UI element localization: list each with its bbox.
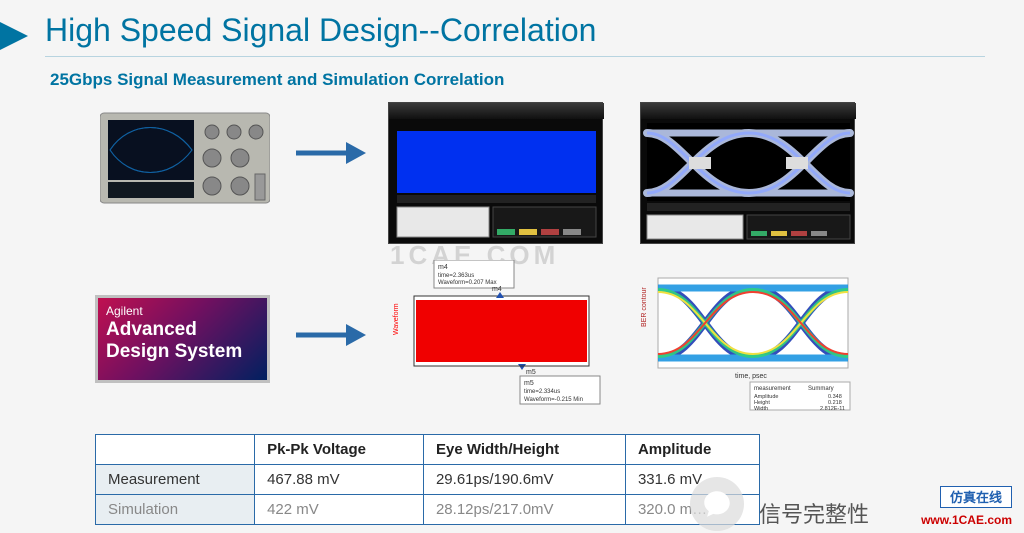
table-rowlabel: Simulation <box>96 495 255 525</box>
correlation-table: Pk-Pk Voltage Eye Width/Height Amplitude… <box>95 434 760 525</box>
table-cell: 422 mV <box>255 495 424 525</box>
svg-text:2.812E-11: 2.812E-11 <box>820 406 845 412</box>
table-rowlabel: Measurement <box>96 465 255 495</box>
chat-icon <box>690 477 744 531</box>
svg-text:m5: m5 <box>524 380 534 387</box>
title-underline <box>45 56 985 57</box>
svg-text:Waveform=0.207 Max: Waveform=0.207 Max <box>438 280 497 286</box>
table-row: Simulation 422 mV 28.12ps/217.0mV 320.0 … <box>96 495 760 525</box>
svg-text:time=2.334us: time=2.334us <box>524 389 560 395</box>
table-head-empty <box>96 435 255 465</box>
slide-title: High Speed Signal Design--Correlation <box>45 12 596 49</box>
arrow-icon <box>296 140 366 166</box>
svg-text:Waveform=-0.215 Min: Waveform=-0.215 Min <box>524 397 583 403</box>
oscilloscope-figure <box>100 108 270 208</box>
ads-title-line2: Design System <box>106 342 259 362</box>
svg-text:Width: Width <box>754 406 768 412</box>
table-cell: 28.12ps/217.0mV <box>423 495 625 525</box>
svg-text:Summary: Summary <box>808 386 834 392</box>
footer-cn-text: 信号完整性 <box>759 497 869 529</box>
waveform-capture-figure <box>388 102 603 244</box>
svg-text:Waveform: Waveform <box>393 303 400 335</box>
eye-diagram-capture-figure <box>640 102 855 244</box>
m4-label: m4 <box>438 264 448 271</box>
table-head-eyewh: Eye Width/Height <box>423 435 625 465</box>
arrow-icon <box>296 322 366 348</box>
footer-badge: 仿真在线 <box>940 486 1012 508</box>
svg-text:time=2.363us: time=2.363us <box>438 273 474 279</box>
svg-text:m4: m4 <box>492 286 502 293</box>
ads-title-line1: Advanced <box>106 320 259 340</box>
table-head-amp: Amplitude <box>625 435 759 465</box>
svg-text:measurement: measurement <box>754 386 791 392</box>
table-row: Measurement 467.88 mV 29.61ps/190.6mV 33… <box>96 465 760 495</box>
table-header-row: Pk-Pk Voltage Eye Width/Height Amplitude <box>96 435 760 465</box>
ads-logo-box: Agilent Advanced Design System <box>95 295 270 383</box>
footer-url: www.1CAE.com <box>921 513 1012 527</box>
slide-subtitle: 25Gbps Signal Measurement and Simulation… <box>50 70 504 90</box>
simulation-eye-figure: BER contour time, psec measurement Summa… <box>640 272 855 412</box>
table-cell: 467.88 mV <box>255 465 424 495</box>
svg-text:BER contour: BER contour <box>641 287 648 327</box>
table-cell: 29.61ps/190.6mV <box>423 465 625 495</box>
slide-bullet <box>0 22 28 50</box>
svg-text:m5: m5 <box>526 369 536 376</box>
ads-brand: Agilent <box>106 304 259 318</box>
simulation-waveform-figure: m4 time=2.363us Waveform=0.207 Max Wavef… <box>392 260 602 405</box>
table-head-pkpk: Pk-Pk Voltage <box>255 435 424 465</box>
svg-text:time, psec: time, psec <box>735 373 767 380</box>
